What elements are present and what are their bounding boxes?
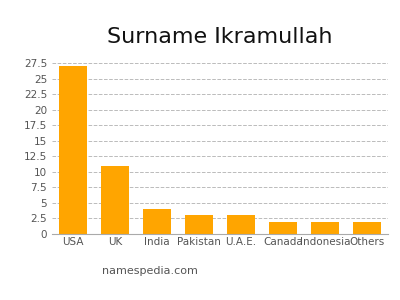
Text: namespedia.com: namespedia.com	[102, 266, 198, 276]
Bar	[101, 166, 129, 234]
Bar	[353, 222, 381, 234]
Title: Surname Ikramullah: Surname Ikramullah	[107, 27, 333, 47]
Bar	[269, 222, 297, 234]
Bar	[227, 215, 255, 234]
Bar	[143, 209, 171, 234]
Bar	[185, 215, 213, 234]
Bar	[311, 222, 339, 234]
Bar	[59, 66, 87, 234]
